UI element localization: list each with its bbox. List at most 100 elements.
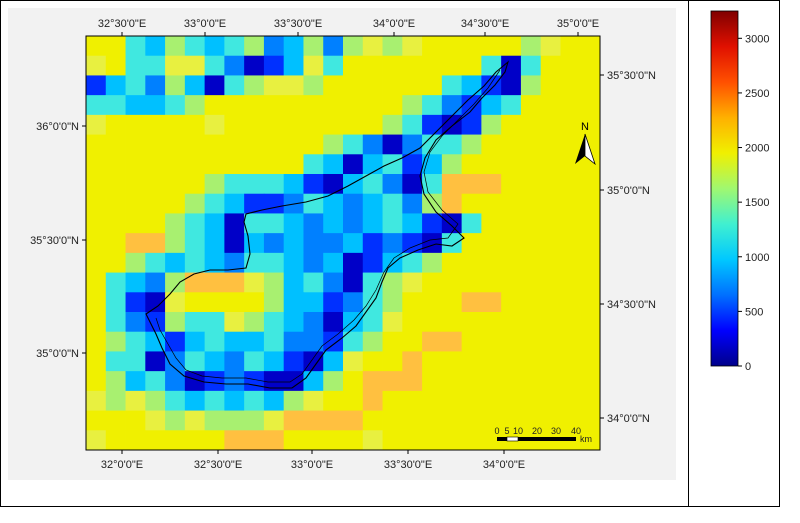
raster-cell [165, 114, 186, 135]
raster-cell [263, 174, 285, 195]
raster-cell [422, 55, 443, 76]
raster-cell [224, 371, 245, 392]
raster-cell [323, 36, 344, 57]
raster-cell [165, 371, 186, 392]
raster-cell [283, 75, 304, 96]
raster-cell [224, 233, 245, 254]
raster-cell [184, 95, 206, 116]
raster-cell [204, 272, 225, 293]
raster-cell [323, 410, 344, 431]
raster-cell [422, 252, 443, 273]
raster-cell [204, 193, 225, 214]
raster-cell [145, 213, 166, 234]
raster-cell [165, 95, 186, 116]
colorbar-tick-label: 2500 [745, 88, 769, 100]
raster-cell [125, 390, 146, 411]
raster-cell [560, 174, 581, 195]
raster-cell [244, 312, 265, 333]
raster-cell [461, 114, 482, 135]
raster-cell [165, 213, 186, 234]
raster-cell [145, 154, 166, 175]
raster-cell [145, 292, 166, 313]
raster-cell [422, 292, 443, 313]
raster-cell [283, 95, 304, 116]
raster-cell [184, 193, 206, 214]
raster-cell [343, 154, 364, 175]
raster-cell [323, 351, 344, 372]
raster-cell [343, 114, 364, 135]
raster-cell [86, 36, 107, 57]
raster-cell [501, 390, 522, 411]
raster-cell [362, 390, 383, 411]
raster-cell [145, 331, 166, 352]
raster-cell [105, 252, 126, 273]
raster-cell [283, 331, 304, 352]
raster-cell [501, 174, 522, 195]
raster-cell [323, 272, 344, 293]
raster-cell [105, 351, 126, 372]
raster-cell [86, 312, 107, 333]
raster-cell [184, 55, 206, 76]
raster-cell [244, 410, 265, 431]
raster-cell [204, 410, 225, 431]
raster-cell [86, 233, 107, 254]
raster-cell [402, 95, 423, 116]
raster-cell [86, 430, 107, 451]
raster-cell [501, 331, 522, 352]
legend-divider [688, 0, 689, 507]
raster-cell [540, 233, 561, 254]
raster-cell [422, 331, 443, 352]
raster-cell [382, 193, 403, 214]
raster-cell [283, 390, 304, 411]
raster-cell [402, 36, 423, 57]
raster-cell [382, 272, 403, 293]
raster-cell [184, 331, 206, 352]
lon-top-label: 34°30'0"E [461, 18, 509, 30]
raster-cell [125, 351, 146, 372]
raster-cell [244, 193, 265, 214]
raster-cell [520, 213, 542, 234]
lon-ticks-top: 32°30'0"E 33°0'0"E 33°30'0"E 34°0'0"E 34… [98, 18, 599, 36]
raster-cell [263, 154, 285, 175]
raster-cell [343, 410, 364, 431]
raster-cell [422, 351, 443, 372]
colorbar-tick-label: 2000 [745, 143, 769, 155]
raster-cell [520, 390, 542, 411]
colorbar-tick-label: 3000 [745, 33, 769, 45]
raster-cell [560, 252, 581, 273]
raster-cell [145, 233, 166, 254]
raster-cell [560, 272, 581, 293]
island-outline [145, 60, 510, 389]
raster-cell [580, 252, 601, 273]
raster-cell [263, 233, 285, 254]
raster-cell [105, 390, 126, 411]
color-legend: 3000 2500 2000 1500 1000 500 0 [710, 10, 769, 373]
raster-cell [145, 371, 166, 392]
raster-cell [362, 134, 383, 155]
raster-cell [580, 154, 601, 175]
raster-cell [501, 272, 522, 293]
raster-cell [244, 55, 265, 76]
raster-cell [224, 430, 245, 451]
raster-cell [184, 371, 206, 392]
raster-cell [461, 351, 482, 372]
raster-cell [540, 371, 561, 392]
raster-cell [520, 55, 542, 76]
raster-cell [441, 331, 463, 352]
raster-cell [441, 233, 463, 254]
raster-cell [560, 351, 581, 372]
raster-cell [540, 331, 561, 352]
raster-cell [362, 410, 383, 431]
raster-cell [461, 134, 482, 155]
raster-cell [323, 371, 344, 392]
raster-cell [184, 36, 206, 57]
raster-cell [343, 390, 364, 411]
raster-cell [402, 390, 423, 411]
raster-cell [481, 292, 502, 313]
raster-cell [244, 233, 265, 254]
raster-cell [125, 430, 146, 451]
raster-cell [323, 331, 344, 352]
raster-cell [382, 371, 403, 392]
raster-cell [501, 351, 522, 372]
raster-cell [303, 390, 324, 411]
